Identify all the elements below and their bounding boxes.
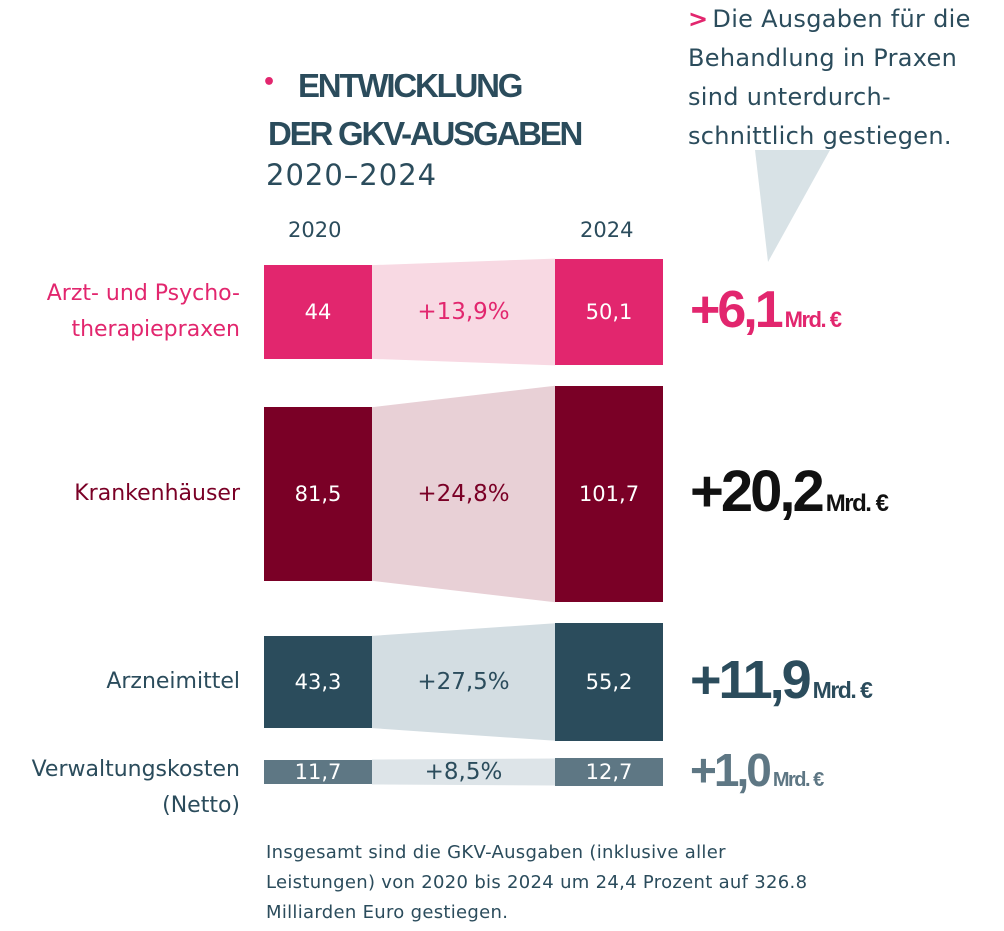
absolute-change-value: +20,2: [690, 459, 825, 525]
category-label-line1: Verwaltungskosten: [31, 757, 240, 782]
absolute-change-unit: Mrd. €: [825, 490, 889, 518]
bar-2024: 101,7: [555, 385, 663, 603]
category-label-line1: Arzneimittel: [106, 669, 240, 694]
year-header-end: 2024: [580, 218, 634, 242]
bar-2020: 11,7: [264, 759, 372, 785]
category-label: Krankenhäuser: [0, 476, 240, 512]
change-connector: [372, 758, 555, 786]
bar-2024: 12,7: [555, 758, 663, 786]
absolute-change-value: +11,9: [690, 649, 812, 710]
category-label-line2: (Netto): [162, 793, 240, 818]
change-percent-label: +13,9%: [417, 299, 510, 325]
bar-2024: 55,2: [555, 623, 663, 741]
chart-title: ENTWICKLUNG DER GKV-AUSGABEN: [268, 62, 583, 158]
change-connector: [372, 385, 555, 603]
absolute-change-value: +1,0: [690, 744, 772, 797]
absolute-change-label: +11,9 Mrd. €: [690, 649, 873, 711]
absolute-change-label: +6,1 Mrd. €: [690, 280, 842, 340]
change-connector: [372, 623, 555, 741]
change-percent-label: +27,5%: [417, 669, 510, 695]
title-bullet: •: [262, 70, 277, 95]
year-header-start: 2020: [288, 218, 342, 242]
footnote: Insgesamt sind die GKV-Ausgaben (inklusi…: [266, 842, 808, 923]
category-label-line1: Krankenhäuser: [74, 481, 240, 506]
absolute-change-unit: Mrd. €: [812, 676, 873, 703]
chart-title-line2: DER GKV-AUSGABEN: [268, 115, 583, 152]
category-label-line1: Arzt- und Psycho-: [46, 281, 240, 306]
category-label-line2: therapiepraxen: [71, 317, 240, 342]
bar-2020: 43,3: [264, 635, 372, 729]
bar-2020: 44: [264, 265, 372, 359]
chart-title-line1: ENTWICKLUNG: [298, 67, 523, 104]
category-label: Arzneimittel: [0, 664, 240, 700]
callout-marker: >: [688, 5, 709, 33]
absolute-change-unit: Mrd. €: [784, 306, 842, 332]
change-percent-label: +24,8%: [417, 481, 510, 507]
absolute-change-unit: Mrd. €: [772, 769, 824, 792]
category-label: Arzt- und Psycho-therapiepraxen: [0, 276, 240, 348]
callout: > Die Ausgaben für die Behandlung in Prax…: [688, 0, 1004, 156]
change-percent-label: +8,5%: [424, 759, 503, 785]
absolute-change-value: +6,1: [690, 280, 784, 339]
bar-2020: 81,5: [264, 407, 372, 581]
callout-text: Die Ausgaben für die Behandlung in Praxe…: [688, 5, 971, 150]
chart-subtitle: 2020–2024: [266, 158, 438, 192]
change-connector: [372, 258, 555, 366]
absolute-change-label: +20,2 Mrd. €: [690, 458, 889, 525]
category-label: Verwaltungskosten (Netto): [0, 752, 240, 824]
absolute-change-label: +1,0 Mrd. €: [690, 743, 824, 797]
bar-2024: 50,1: [555, 258, 663, 366]
